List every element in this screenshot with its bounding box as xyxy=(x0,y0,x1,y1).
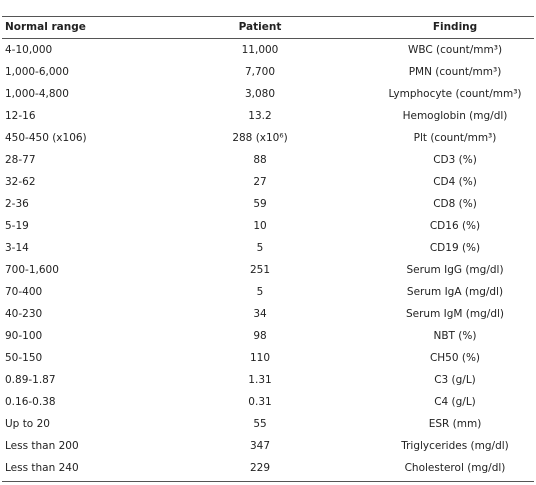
table-cell: 1,000-4,800 xyxy=(5,88,69,100)
header-rule xyxy=(2,38,534,39)
table-cell: 11,000 xyxy=(241,44,279,56)
table-cell: 0.31 xyxy=(248,396,272,408)
table-cell: Hemoglobin (mg/dl) xyxy=(402,110,508,122)
table-cell: 70-400 xyxy=(5,286,43,298)
table-cell: C3 (g/L) xyxy=(434,374,476,386)
table-cell: 5 xyxy=(256,286,264,298)
table-cell: Serum IgM (mg/dl) xyxy=(405,308,505,320)
table-cell: 55 xyxy=(253,418,267,430)
top-rule xyxy=(2,16,534,17)
bottom-rule xyxy=(2,481,534,482)
table-cell: 50-150 xyxy=(5,352,43,364)
table-cell: 288 (x10⁶) xyxy=(232,132,288,144)
table-cell: Less than 200 xyxy=(5,440,79,452)
table-cell: 98 xyxy=(253,330,267,342)
table-cell: 0.89-1.87 xyxy=(5,374,56,386)
table-cell: 0.16-0.38 xyxy=(5,396,56,408)
table-cell: 7,700 xyxy=(244,66,276,78)
table-cell: 3,080 xyxy=(244,88,276,100)
table-cell: 40-230 xyxy=(5,308,43,320)
table-cell: 2-36 xyxy=(5,198,29,210)
table-cell: Triglycerides (mg/dl) xyxy=(401,440,509,452)
table-cell: 32-62 xyxy=(5,176,36,188)
table-cell: 700-1,600 xyxy=(5,264,59,276)
table-cell: 12-16 xyxy=(5,110,36,122)
table-cell: 347 xyxy=(249,440,271,452)
table-cell: WBC (count/mm³) xyxy=(407,44,503,56)
table-cell: 450-450 (x106) xyxy=(5,132,87,144)
table-cell: 4-10,000 xyxy=(5,44,53,56)
table-cell: 110 xyxy=(249,352,271,364)
header-cell: Patient xyxy=(238,21,282,33)
table-cell: 34 xyxy=(253,308,267,320)
table-cell: 13.2 xyxy=(248,110,272,122)
header-cell: Finding xyxy=(432,21,478,33)
table-cell: CD16 (%) xyxy=(429,220,481,232)
table-cell: Plt (count/mm³) xyxy=(413,132,497,144)
table-cell: CH50 (%) xyxy=(429,352,481,364)
table-cell: PMN (count/mm³) xyxy=(408,66,502,78)
table-cell: 1,000-6,000 xyxy=(5,66,69,78)
table-cell: CD3 (%) xyxy=(433,154,477,166)
table-cell: Less than 240 xyxy=(5,462,79,474)
table-cell: Serum IgA (mg/dl) xyxy=(406,286,504,298)
table-cell: Up to 20 xyxy=(5,418,50,430)
table-cell: 27 xyxy=(253,176,267,188)
table-cell: 88 xyxy=(253,154,267,166)
table-cell: 90-100 xyxy=(5,330,43,342)
table-cell: CD8 (%) xyxy=(433,198,477,210)
table-cell: 3-14 xyxy=(5,242,29,254)
table-cell: 10 xyxy=(253,220,267,232)
table-cell: 1.31 xyxy=(248,374,272,386)
table-cell: NBT (%) xyxy=(433,330,477,342)
table-cell: Serum IgG (mg/dl) xyxy=(406,264,504,276)
table-cell: 229 xyxy=(249,462,271,474)
table-cell: 59 xyxy=(253,198,267,210)
table-cell: C4 (g/L) xyxy=(434,396,476,408)
table-cell: 251 xyxy=(249,264,271,276)
table-cell: ESR (mm) xyxy=(428,418,482,430)
header-cell: Normal range xyxy=(5,21,86,33)
table-cell: 5-19 xyxy=(5,220,29,232)
table-cell: Cholesterol (mg/dl) xyxy=(404,462,506,474)
table-cell: 5 xyxy=(256,242,264,254)
table-cell: Lymphocyte (count/mm³) xyxy=(388,88,522,100)
table-cell: 28-77 xyxy=(5,154,36,166)
table-cell: CD4 (%) xyxy=(433,176,477,188)
table-cell: CD19 (%) xyxy=(429,242,481,254)
